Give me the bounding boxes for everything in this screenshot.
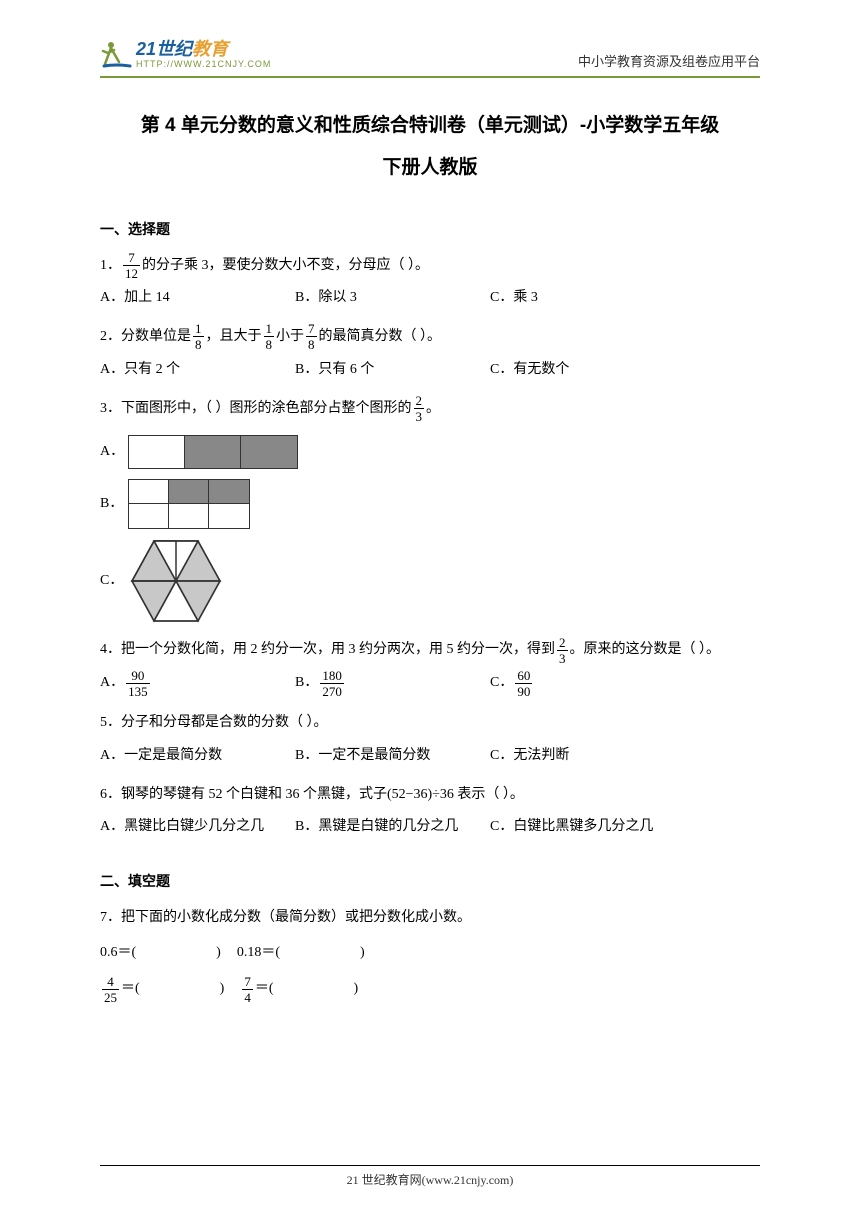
- document-title-line2: 下册人教版: [100, 147, 760, 189]
- q2-options: A．只有 2 个 B．只有 6 个 C．有无数个: [100, 356, 760, 384]
- q6-option-a: A．黑键比白键少几分之几: [100, 813, 295, 841]
- section1-header: 一、选择题: [100, 219, 760, 239]
- header-subtitle: 中小学教育资源及组卷应用平台: [578, 51, 760, 70]
- q7-blank-3: 425 ＝(): [100, 971, 224, 1007]
- q3-shape-b: [128, 479, 250, 529]
- rect-cell: [169, 504, 209, 528]
- rect-cell: [129, 504, 169, 528]
- q4-option-a: A． 90135: [100, 669, 295, 698]
- q3-shape-a: [128, 435, 298, 469]
- q1-option-b: B．除以 3: [295, 284, 490, 312]
- q3-frac: 23: [414, 394, 425, 423]
- header-underline: [100, 76, 760, 78]
- question-7: 7．把下面的小数化成分数（最简分数）或把分数化成小数。 0.6＝() 0.18＝…: [100, 901, 760, 1007]
- q2-option-c: C．有无数个: [490, 356, 685, 384]
- q3-prefix: 3．下面图形中，（ ）图形的涂色部分占整个图形的: [100, 392, 412, 426]
- question-5: 5．分子和分母都是合数的分数（ ）。 A．一定是最简分数 B．一定不是最简分数 …: [100, 706, 760, 770]
- q2-frac3: 78: [306, 322, 317, 351]
- footer-text: 21 世纪教育网(www.21cnjy.com): [0, 1171, 860, 1188]
- q3-label-b: B．: [100, 490, 128, 518]
- logo-area: 21世纪教育 HTTP://WWW.21CNJY.COM: [100, 38, 271, 70]
- q7-text: 7．把下面的小数化成分数（最简分数）或把分数化成小数。: [100, 901, 760, 935]
- q7-line1: 0.6＝() 0.18＝(): [100, 935, 760, 971]
- q2-frac1: 18: [193, 322, 204, 351]
- logo-text-orange: 教育: [192, 39, 228, 59]
- rect-cell: [185, 436, 241, 468]
- question-4: 4．把一个分数化简，用 2 约分一次，用 3 约分两次，用 5 约分一次，得到 …: [100, 633, 760, 698]
- q3-option-b: B．: [100, 479, 760, 529]
- question-6: 6．钢琴的琴键有 52 个白键和 36 个黑键，式子(52−36)÷36 表示（…: [100, 778, 760, 842]
- frac-numerator: 7: [126, 251, 137, 265]
- rect-cell: [129, 436, 185, 468]
- rect-cell: [209, 480, 249, 503]
- footer-line: [100, 1165, 760, 1166]
- q2-prefix: 2．分数单位是: [100, 320, 191, 354]
- q1-option-c: C．乘 3: [490, 284, 685, 312]
- q4-suffix: 。原来的这分数是（ ）。: [570, 633, 721, 667]
- q3-suffix: 。: [426, 392, 440, 426]
- q6-text: 6．钢琴的琴键有 52 个白键和 36 个黑键，式子(52−36)÷36 表示（…: [100, 778, 760, 812]
- q2-suffix: 的最简真分数（ ）。: [319, 320, 442, 354]
- q3-label-c: C．: [100, 567, 128, 595]
- q5-text: 5．分子和分母都是合数的分数（ ）。: [100, 706, 760, 740]
- q4-option-c: C． 6090: [490, 669, 685, 698]
- q7-blank-2: 0.18＝(): [237, 935, 365, 971]
- q2-mid2: 小于: [276, 320, 304, 354]
- q2-option-b: B．只有 6 个: [295, 356, 490, 384]
- q5-options: A．一定是最简分数 B．一定不是最简分数 C．无法判断: [100, 742, 760, 770]
- q2-option-a: A．只有 2 个: [100, 356, 295, 384]
- q6-option-b: B．黑键是白键的几分之几: [295, 813, 490, 841]
- q2-frac2: 18: [264, 322, 275, 351]
- q1-options: A．加上 14 B．除以 3 C．乘 3: [100, 284, 760, 312]
- q4-prefix: 4．把一个分数化简，用 2 约分一次，用 3 约分两次，用 5 约分一次，得到: [100, 633, 555, 667]
- q5-option-a: A．一定是最简分数: [100, 742, 295, 770]
- rect-cell: [129, 480, 169, 503]
- rect-cell: [169, 480, 209, 503]
- q7-line2: 425 ＝() 74 ＝(): [100, 971, 760, 1007]
- logo-icon: [100, 38, 132, 70]
- q1-option-a: A．加上 14: [100, 284, 295, 312]
- rect-cell: [241, 436, 297, 468]
- question-2: 2．分数单位是 18 ，且大于 18 小于 78 的最简真分数（ ）。 A．只有…: [100, 320, 760, 384]
- q1-num: 1．: [100, 249, 121, 283]
- q5-option-c: C．无法判断: [490, 742, 685, 770]
- q2-mid1: ，且大于: [206, 320, 262, 354]
- logo-text-blue: 21世纪: [136, 39, 192, 59]
- q7-blank-1: 0.6＝(): [100, 935, 221, 971]
- q1-fraction: 7 12: [123, 251, 140, 280]
- q1-text: 的分子乘 3，要使分数大小不变，分母应（ ）。: [142, 249, 429, 283]
- q4-options: A． 90135 B． 180270 C． 6090: [100, 669, 760, 698]
- document-title-line1: 第 4 单元分数的意义和性质综合特训卷（单元测试）-小学数学五年级: [100, 105, 760, 147]
- q7-blank-4: 74 ＝(): [240, 971, 358, 1007]
- q4-frac: 23: [557, 636, 568, 665]
- section2-header: 二、填空题: [100, 871, 760, 891]
- q3-option-c: C．: [100, 539, 760, 623]
- logo-url: HTTP://WWW.21CNJY.COM: [136, 60, 271, 69]
- q6-option-c: C．白键比黑键多几分之几: [490, 813, 685, 841]
- q4-option-b: B． 180270: [295, 669, 490, 698]
- q3-shape-c: [128, 539, 224, 623]
- question-3: 3．下面图形中，（ ）图形的涂色部分占整个图形的 23 。 A． B．: [100, 392, 760, 624]
- logo-brand: 21世纪教育: [136, 40, 271, 58]
- frac-denominator: 12: [123, 265, 140, 280]
- q3-label-a: A．: [100, 438, 128, 466]
- logo-text: 21世纪教育 HTTP://WWW.21CNJY.COM: [136, 40, 271, 69]
- content-area: 第 4 单元分数的意义和性质综合特训卷（单元测试）-小学数学五年级 下册人教版 …: [100, 105, 760, 1016]
- q6-options: A．黑键比白键少几分之几 B．黑键是白键的几分之几 C．白键比黑键多几分之几: [100, 813, 760, 841]
- q3-option-a: A．: [100, 435, 760, 469]
- page-header: 21世纪教育 HTTP://WWW.21CNJY.COM 中小学教育资源及组卷应…: [100, 38, 760, 70]
- question-1: 1． 7 12 的分子乘 3，要使分数大小不变，分母应（ ）。 A．加上 14 …: [100, 249, 760, 313]
- rect-cell: [209, 504, 249, 528]
- q5-option-b: B．一定不是最简分数: [295, 742, 490, 770]
